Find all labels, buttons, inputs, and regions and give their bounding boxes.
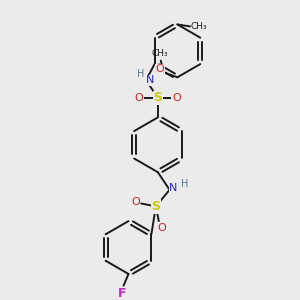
- Text: N: N: [169, 183, 178, 193]
- Text: S: S: [153, 91, 162, 104]
- Text: O: O: [131, 196, 140, 206]
- Text: O: O: [155, 64, 164, 74]
- Text: F: F: [117, 287, 126, 300]
- Text: CH₃: CH₃: [152, 49, 168, 58]
- Text: H: H: [181, 179, 188, 189]
- Text: O: O: [158, 223, 166, 233]
- Text: O: O: [172, 93, 181, 103]
- Text: H: H: [136, 69, 144, 80]
- Text: N: N: [146, 75, 154, 85]
- Text: O: O: [135, 93, 144, 103]
- Text: CH₃: CH₃: [190, 22, 207, 31]
- Text: S: S: [152, 200, 160, 213]
